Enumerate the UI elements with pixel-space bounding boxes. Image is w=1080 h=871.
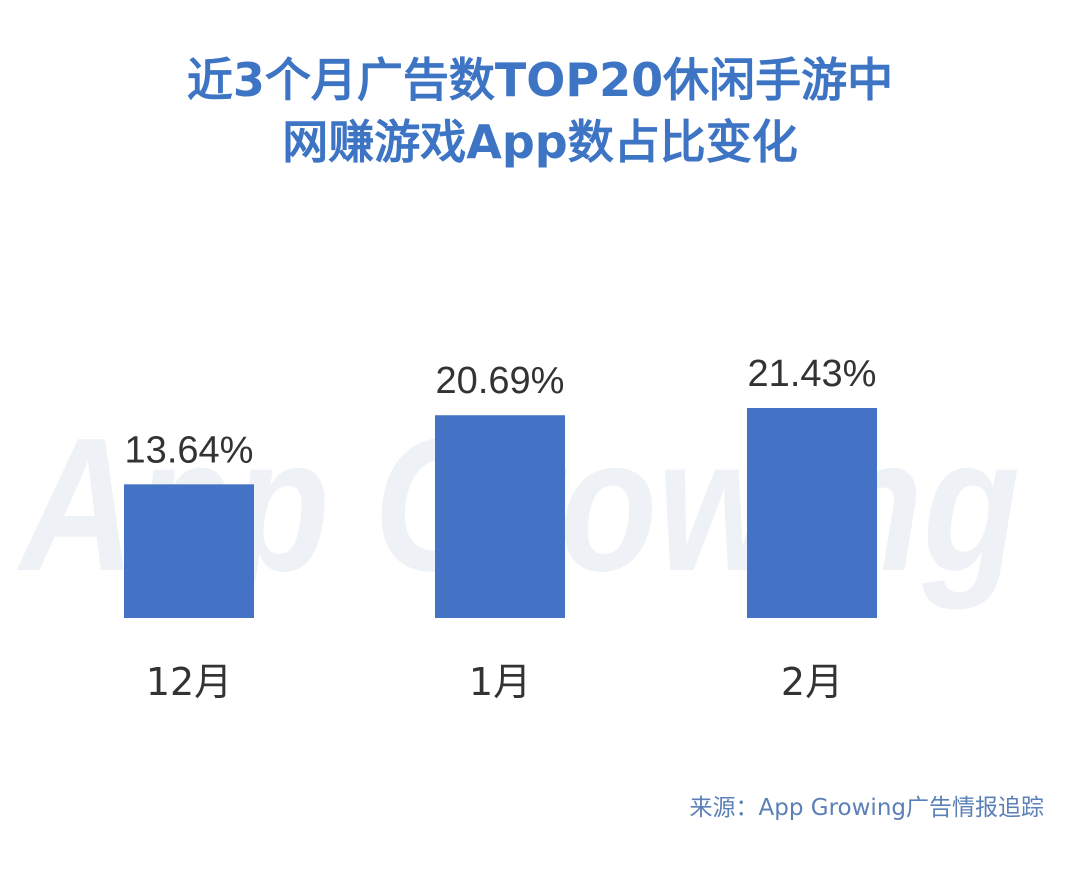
chart-title-line-2: 网赚游戏App数占比变化 <box>282 115 798 169</box>
chart-title-line-1: 近3个月广告数TOP20休闲手游中 <box>186 53 894 107</box>
source-note: 来源：App Growing广告情报追踪 <box>689 795 1044 821</box>
bar-1 <box>124 484 254 618</box>
bar-value-label-1: 13.64% <box>125 429 254 471</box>
bar-value-label-2: 20.69% <box>436 360 565 402</box>
bar-3 <box>747 407 877 618</box>
x-tick-label-2: 1月 <box>469 660 531 704</box>
x-tick-label-3: 2月 <box>781 660 843 704</box>
x-tick-label-1: 12月 <box>146 660 232 704</box>
bar-2 <box>435 415 565 618</box>
bar-value-label-3: 21.43% <box>748 353 877 395</box>
